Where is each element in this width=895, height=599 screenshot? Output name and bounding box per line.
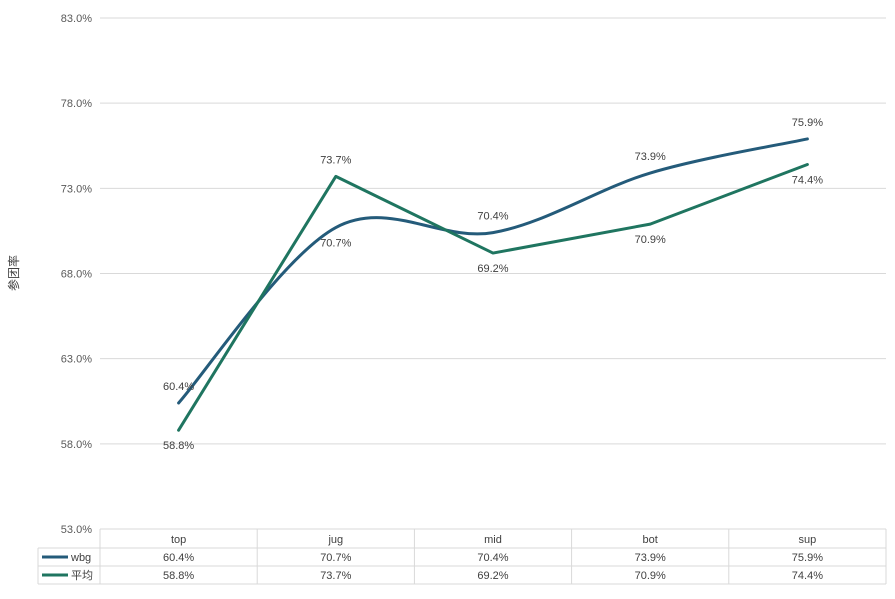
table-cell: 58.8%	[163, 570, 194, 582]
table-cell: 70.4%	[477, 552, 508, 564]
x-category-label: mid	[484, 534, 502, 546]
series-line-wbg	[177, 137, 809, 405]
data-label-avg: 74.4%	[792, 174, 823, 186]
table-cell: 69.2%	[477, 570, 508, 582]
data-label-avg: 69.2%	[477, 263, 508, 275]
legend-label-avg: 平均	[71, 569, 93, 582]
data-label-avg: 70.9%	[635, 234, 666, 246]
series-lines	[177, 137, 809, 432]
y-tick-label: 78.0%	[61, 98, 92, 110]
table-cell: 75.9%	[792, 552, 823, 564]
y-tick-label: 68.0%	[61, 269, 92, 281]
y-tick-label: 58.0%	[61, 439, 92, 451]
data-label-wbg: 70.4%	[477, 211, 508, 223]
series-line-avg	[177, 162, 809, 432]
data-label-wbg: 75.9%	[792, 117, 823, 129]
table-cell: 70.9%	[635, 570, 666, 582]
y-tick-label: 73.0%	[61, 183, 92, 195]
y-tick-label: 83.0%	[61, 13, 92, 25]
data-label-wbg: 73.9%	[635, 151, 666, 163]
table-cell: 74.4%	[792, 570, 823, 582]
gridlines	[100, 17, 886, 530]
table-cell: 73.9%	[635, 552, 666, 564]
x-category-label: jug	[327, 534, 343, 546]
data-label-wbg: 60.4%	[163, 381, 194, 393]
data-label-avg: 73.7%	[320, 154, 351, 166]
table-cell: 60.4%	[163, 552, 194, 564]
legend-label-wbg: wbg	[70, 552, 91, 564]
table-cell: 73.7%	[320, 570, 351, 582]
x-category-label: top	[171, 534, 186, 546]
table-cell: 70.7%	[320, 552, 351, 564]
data-labels: 60.4% 58.8% 70.7% 73.7% 70.4% 69.2% 73.9% 70.9%…	[163, 117, 823, 452]
x-category-label: sup	[799, 534, 817, 546]
y-tick-label: 63.0%	[61, 354, 92, 366]
x-category-label: bot	[643, 534, 658, 546]
data-table: top jug mid bot sup wbg 60.4% 70.7% 70.4% 73.9% 75…	[37, 528, 887, 585]
y-axis: 53.0% 58.0% 63.0% 68.0% 73.0% 78.0% 83.0%	[61, 13, 92, 536]
data-label-avg: 58.8%	[163, 440, 194, 452]
y-axis-label: 参团率	[6, 255, 21, 291]
data-label-wbg: 70.7%	[320, 238, 351, 250]
y-tick-label: 53.0%	[61, 524, 92, 536]
